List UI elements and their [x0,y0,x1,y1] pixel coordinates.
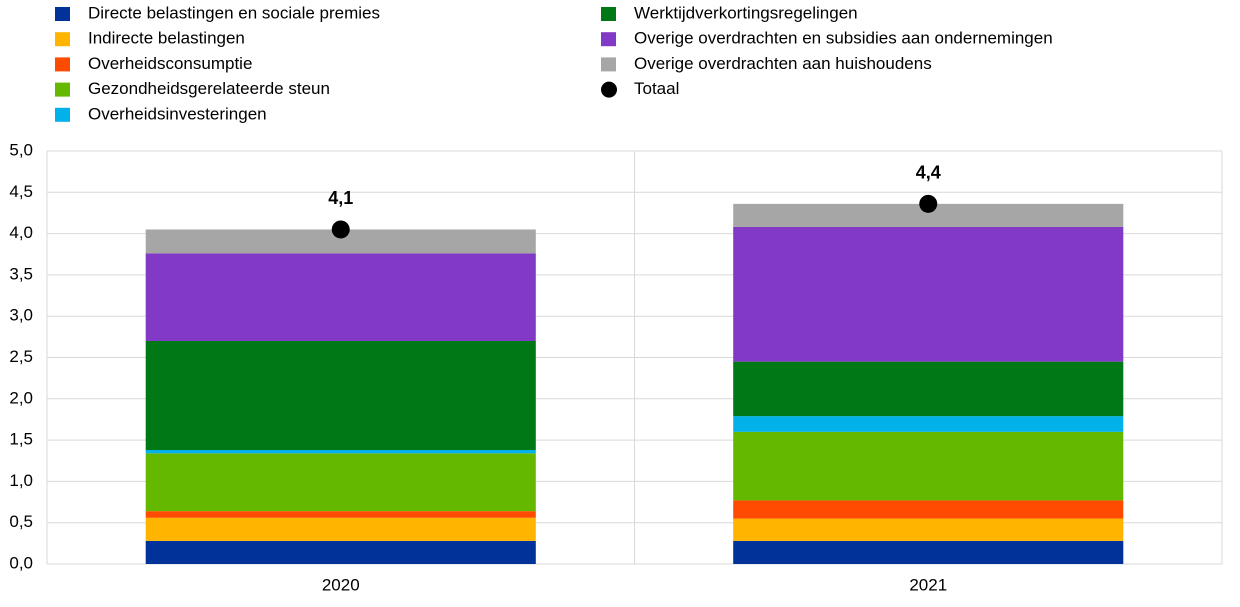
legend-swatch [601,7,616,21]
legend-swatch [55,107,70,122]
bar-segment [145,340,536,451]
bar-segment [733,540,1124,564]
bar-segment [145,511,536,518]
legend-label: Directe belastingen en sociale premies [88,3,380,22]
legend-swatch [55,7,70,21]
y-tick-label: 3,5 [9,264,33,283]
legend-label: Werktijdverkortingsregelingen [634,3,858,22]
legend-swatch [601,32,616,47]
y-tick-label: 5,0 [9,140,33,159]
legend-label: Totaal [634,79,679,98]
legend-label: Overheidsconsumptie [88,54,252,73]
y-tick-label: 0,0 [9,553,33,572]
legend-label: Gezondheidsgerelateerde steun [88,79,330,98]
y-tick-label: 1,5 [9,430,33,449]
y-tick-label: 4,5 [9,182,33,201]
bar-segment [733,203,1124,227]
total-marker [919,194,938,213]
x-tick-label: 2020 [322,575,360,594]
legend-label: Overige overdrachten en subsidies aan on… [634,29,1053,48]
bar-segment [145,450,536,454]
legend-marker [601,81,617,98]
y-tick-label: 2,0 [9,388,33,407]
legend-swatch [55,82,70,97]
y-tick-label: 4,0 [9,223,33,242]
bar-segment [145,229,536,254]
bar-segment [145,517,536,541]
bar-segment [733,361,1124,417]
legend-label: Indirecte belastingen [88,29,245,48]
bar-segment [145,453,536,512]
legend-label: Overheidsinvesteringen [88,104,267,123]
total-marker [331,220,350,239]
y-tick-label: 2,5 [9,347,33,366]
bar-segment [733,518,1124,541]
data-label: 4,4 [916,163,941,183]
y-tick-label: 1,0 [9,471,33,490]
legend-swatch [601,57,616,72]
y-tick-label: 0,5 [9,512,33,531]
bar-segment [145,253,536,341]
bar-segment [145,540,536,564]
legend-swatch [55,57,70,72]
x-tick-label: 2021 [909,575,947,594]
bar-segment [733,431,1124,501]
legend-swatch [55,32,70,47]
legend-label: Overige overdrachten aan huishoudens [634,54,932,73]
bar-segment [733,416,1124,432]
y-tick-label: 3,0 [9,306,33,325]
data-label: 4,1 [328,188,353,208]
bar-segment [733,500,1124,519]
bar-segment [733,226,1124,362]
